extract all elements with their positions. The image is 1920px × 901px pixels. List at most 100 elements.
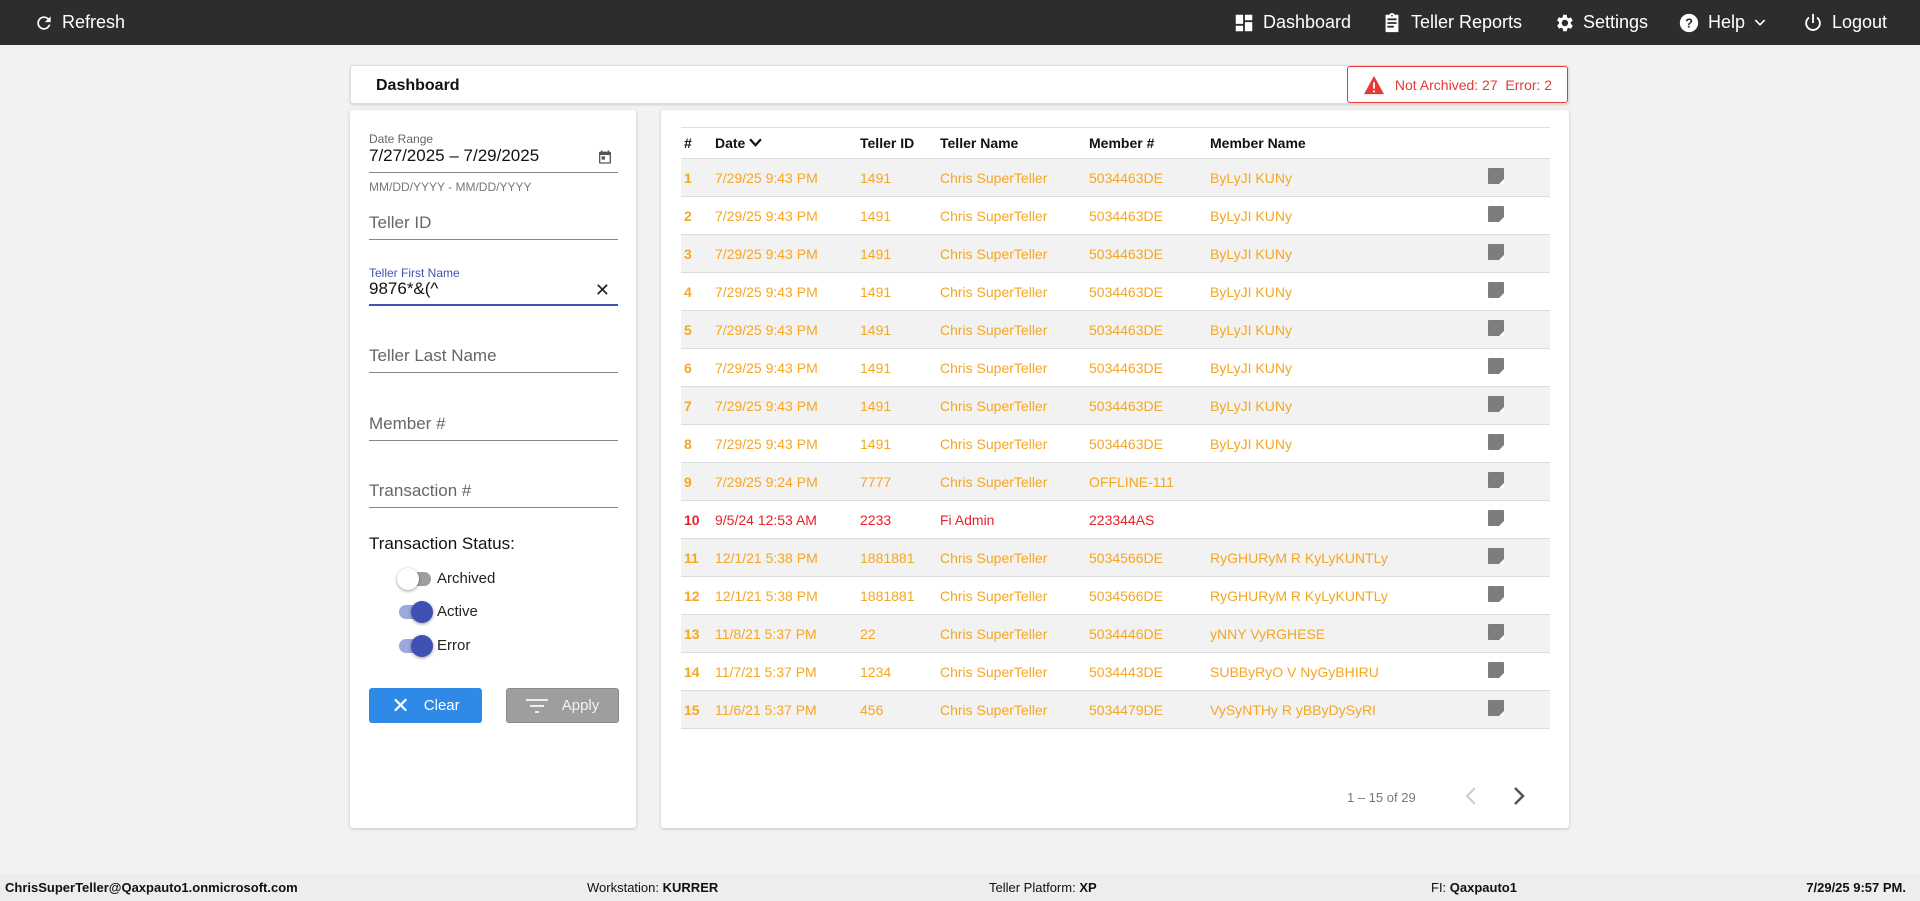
note-icon[interactable] xyxy=(1488,320,1504,336)
toggle-error[interactable]: Error xyxy=(399,634,470,657)
note-icon[interactable] xyxy=(1488,548,1504,564)
nav-dashboard[interactable]: Dashboard xyxy=(1233,0,1351,45)
column-header-number: # xyxy=(681,127,712,159)
cell-tname: Chris SuperTeller xyxy=(937,310,1086,349)
note-icon[interactable] xyxy=(1488,244,1504,260)
note-icon[interactable] xyxy=(1488,586,1504,602)
table-row[interactable]: 4 7/29/25 9:43 PM 1491 Chris SuperTeller 503… xyxy=(681,272,1550,311)
nav-settings[interactable]: Settings xyxy=(1553,0,1648,45)
toggle-active[interactable]: Active xyxy=(399,600,478,623)
help-icon: ? xyxy=(1679,13,1699,32)
svg-text:?: ? xyxy=(1685,15,1693,30)
footer-workstation: Workstation: KURRER xyxy=(587,880,718,895)
cell-mname: ByLyJI KUNy xyxy=(1207,272,1485,311)
teller-last-name-placeholder: Teller Last Name xyxy=(369,346,497,365)
platform-value: XP xyxy=(1079,880,1097,895)
note-icon[interactable] xyxy=(1488,396,1504,412)
chevron-down-icon xyxy=(1754,19,1766,26)
cell-n: 11 xyxy=(681,538,712,577)
cell-date: 12/1/21 5:38 PM xyxy=(712,576,857,615)
transaction-number-input[interactable]: Transaction # xyxy=(369,477,618,508)
cell-date: 7/29/25 9:43 PM xyxy=(712,386,857,425)
table-header-row: # Date Teller ID Teller Name Member # Me… xyxy=(681,127,1550,159)
table-row[interactable]: 5 7/29/25 9:43 PM 1491 Chris SuperTeller 503… xyxy=(681,310,1550,349)
table-row[interactable]: 7 7/29/25 9:43 PM 1491 Chris SuperTeller 503… xyxy=(681,386,1550,425)
note-icon[interactable] xyxy=(1488,434,1504,450)
table-row[interactable]: 12 12/1/21 5:38 PM 1881881 Chris SuperTelle… xyxy=(681,576,1550,615)
cell-tid: 1491 xyxy=(857,386,937,425)
table-row[interactable]: 6 7/29/25 9:43 PM 1491 Chris SuperTeller 503… xyxy=(681,348,1550,387)
cell-actions xyxy=(1485,386,1550,425)
note-icon[interactable] xyxy=(1488,662,1504,678)
nav-help[interactable]: ? Help xyxy=(1678,0,1767,45)
toggle-label: Active xyxy=(437,603,478,620)
previous-page-icon[interactable] xyxy=(1464,785,1478,807)
archive-alert-badge[interactable]: Not Archived: 27 Error: 2 xyxy=(1347,66,1568,103)
next-page-icon[interactable] xyxy=(1512,785,1526,807)
cell-mname xyxy=(1207,500,1485,539)
cell-actions xyxy=(1485,690,1550,729)
table-row[interactable]: 9 7/29/25 9:24 PM 7777 Chris SuperTeller OFF… xyxy=(681,462,1550,501)
cell-tid: 1881881 xyxy=(857,576,937,615)
note-icon[interactable] xyxy=(1488,282,1504,298)
cell-tname: Chris SuperTeller xyxy=(937,690,1086,729)
note-icon[interactable] xyxy=(1488,510,1504,526)
cell-n: 12 xyxy=(681,576,712,615)
logout-label: Logout xyxy=(1832,12,1888,32)
cell-actions xyxy=(1485,576,1550,615)
fi-value: Qaxpauto1 xyxy=(1449,880,1517,895)
note-icon[interactable] xyxy=(1488,472,1504,488)
table-row[interactable]: 10 9/5/24 12:53 AM 2233 Fi Admin 223344AS xyxy=(681,500,1550,539)
toggle-knob xyxy=(411,600,433,623)
teller-last-name-input[interactable]: Teller Last Name xyxy=(369,342,618,373)
teller-first-name-input[interactable]: 9876*&(^ ✕ xyxy=(369,279,618,306)
table-row[interactable]: 11 12/1/21 5:38 PM 1881881 Chris SuperTelle… xyxy=(681,538,1550,577)
note-icon[interactable] xyxy=(1488,700,1504,716)
teller-first-name-label: Teller First Name xyxy=(369,266,460,280)
note-icon[interactable] xyxy=(1488,624,1504,640)
teller-id-input[interactable]: Teller ID xyxy=(369,210,618,240)
cell-tname: Chris SuperTeller xyxy=(937,272,1086,311)
page-header: Dashboard Not Archived: 27 Error: 2 xyxy=(350,65,1569,104)
cell-date: 11/6/21 5:37 PM xyxy=(712,690,857,729)
cell-mem: 5034463DE xyxy=(1086,272,1207,311)
clear-button[interactable]: ✕ Clear xyxy=(369,688,482,723)
cell-date: 9/5/24 12:53 AM xyxy=(712,500,857,539)
cell-actions xyxy=(1485,538,1550,577)
cell-n: 5 xyxy=(681,310,712,349)
refresh-button[interactable]: Refresh xyxy=(34,0,125,45)
toggle-switch[interactable] xyxy=(399,600,433,623)
refresh-label: Refresh xyxy=(62,12,126,32)
cell-n: 3 xyxy=(681,234,712,273)
calendar-icon[interactable] xyxy=(597,149,613,165)
table-row[interactable]: 2 7/29/25 9:43 PM 1491 Chris SuperTeller 503… xyxy=(681,196,1550,235)
cell-date: 7/29/25 9:43 PM xyxy=(712,272,857,311)
note-icon[interactable] xyxy=(1488,206,1504,222)
table-row[interactable]: 3 7/29/25 9:43 PM 1491 Chris SuperTeller 503… xyxy=(681,234,1550,273)
apply-button[interactable]: Apply xyxy=(506,688,619,723)
column-header-date[interactable]: Date xyxy=(712,127,857,159)
clear-field-icon[interactable]: ✕ xyxy=(594,280,610,300)
nav-teller-reports[interactable]: Teller Reports xyxy=(1381,0,1522,45)
cell-actions xyxy=(1485,500,1550,539)
cell-actions xyxy=(1485,652,1550,691)
table-row[interactable]: 8 7/29/25 9:43 PM 1491 Chris SuperTeller 503… xyxy=(681,424,1550,463)
toggle-archived[interactable]: Archived xyxy=(397,567,495,590)
cell-tname: Chris SuperTeller xyxy=(937,652,1086,691)
cell-actions xyxy=(1485,424,1550,463)
note-icon[interactable] xyxy=(1488,168,1504,184)
cell-mem: 5034566DE xyxy=(1086,538,1207,577)
cell-date: 12/1/21 5:38 PM xyxy=(712,538,857,577)
date-range-input[interactable]: 7/27/2025 – 7/29/2025 xyxy=(369,146,618,173)
toggle-switch[interactable] xyxy=(397,567,431,590)
cell-mname: ByLyJI KUNy xyxy=(1207,196,1485,235)
nav-logout[interactable]: Logout xyxy=(1802,0,1887,45)
toggle-switch[interactable] xyxy=(399,634,433,657)
table-row[interactable]: 13 11/8/21 5:37 PM 22 Chris SuperTeller 5034… xyxy=(681,614,1550,653)
table-row[interactable]: 15 11/6/21 5:37 PM 456 Chris SuperTeller 503… xyxy=(681,690,1550,729)
cell-actions xyxy=(1485,158,1550,197)
table-row[interactable]: 14 11/7/21 5:37 PM 1234 Chris SuperTeller 50… xyxy=(681,652,1550,691)
note-icon[interactable] xyxy=(1488,358,1504,374)
member-number-input[interactable]: Member # xyxy=(369,410,618,441)
table-row[interactable]: 1 7/29/25 9:43 PM 1491 Chris SuperTeller 503… xyxy=(681,158,1550,197)
